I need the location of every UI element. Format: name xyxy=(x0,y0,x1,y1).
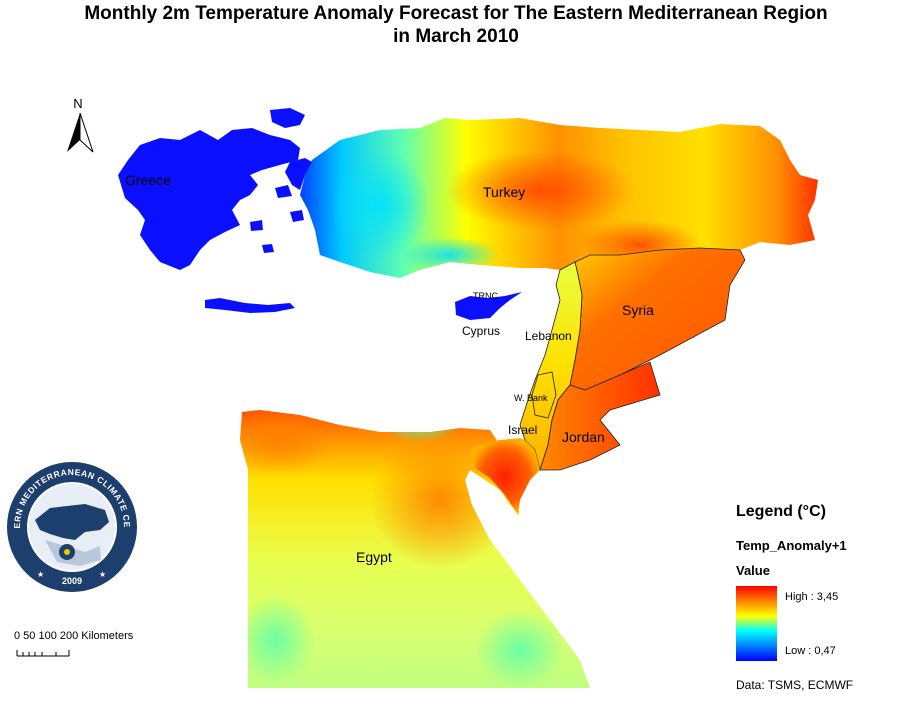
legend-high-label: High : 3,45 xyxy=(785,591,839,603)
data-credits: Data: TSMS, ECMWF xyxy=(736,678,854,692)
legend-title: Legend (°C) xyxy=(736,503,826,520)
jordan-region xyxy=(539,361,661,471)
label-egypt: Egypt xyxy=(356,549,392,565)
cyprus-region xyxy=(455,292,522,320)
label-greece: Greece xyxy=(125,172,171,188)
legend-color-ramp xyxy=(736,586,777,661)
north-arrow-label: N xyxy=(73,96,82,111)
syria-region xyxy=(569,247,746,391)
greece-region xyxy=(118,108,305,313)
emcc-logo: EASTERN MEDITERRANEAN CLIMATE CENTRE 200… xyxy=(5,460,137,592)
legend-value-label: Value xyxy=(736,563,770,578)
egypt-region xyxy=(240,410,590,688)
legend-field: Temp_Anomaly+1 xyxy=(736,538,847,553)
logo-star-left: ★ xyxy=(37,570,44,579)
scale-bar xyxy=(16,650,70,657)
label-trnc: TRNC xyxy=(473,291,498,301)
logo-year: 2009 xyxy=(62,576,82,586)
turkey-region xyxy=(285,118,818,278)
map-title-line2: in March 2010 xyxy=(393,26,519,47)
label-lebanon: Lebanon xyxy=(525,329,572,343)
map-title-line1: Monthly 2m Temperature Anomaly Forecast … xyxy=(84,3,828,24)
map-title: Monthly 2m Temperature Anomaly Forecast … xyxy=(0,2,912,48)
scale-label: 0 50 100 200 Kilometers xyxy=(14,630,134,642)
logo-star-right: ★ xyxy=(99,570,106,579)
legend-low-label: Low : 0,47 xyxy=(785,645,836,657)
label-cyprus: Cyprus xyxy=(462,324,500,338)
north-arrow: N xyxy=(67,96,94,153)
label-syria: Syria xyxy=(622,302,654,318)
label-jordan: Jordan xyxy=(562,429,605,445)
label-turkey: Turkey xyxy=(483,184,525,200)
label-west-bank: W. Bank xyxy=(514,393,548,403)
label-israel: Israel xyxy=(508,423,537,437)
west-bank-border xyxy=(531,371,557,419)
